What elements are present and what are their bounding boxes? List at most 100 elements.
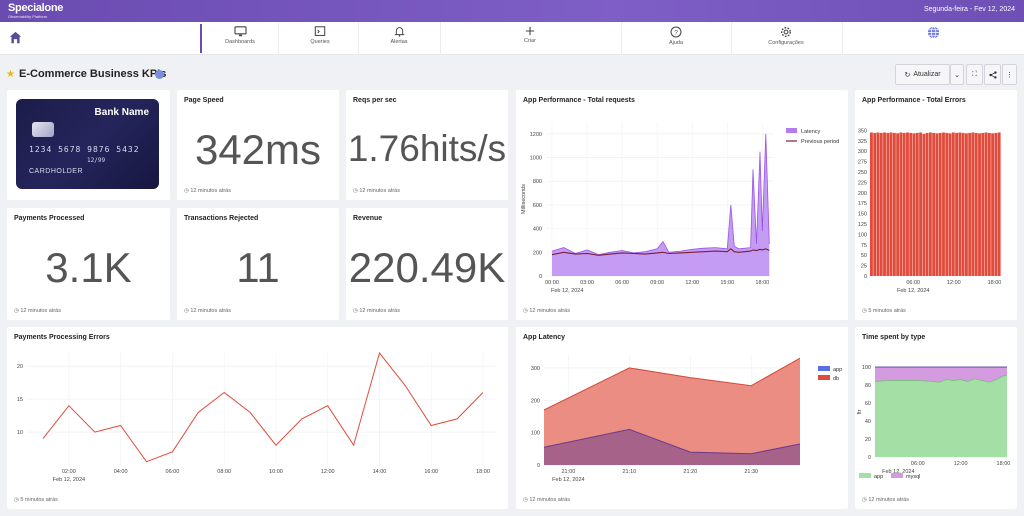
nav-divider: [440, 22, 441, 55]
clock-icon: ◷: [523, 497, 530, 503]
monitor-icon: [233, 26, 247, 37]
y-tick-label: 60: [865, 401, 871, 407]
dashboard-header: ★ E-Commerce Business KPIs ↻ Atualizar ⌄…: [0, 60, 1024, 90]
star-icon[interactable]: ★: [6, 69, 15, 80]
bar: [938, 132, 942, 276]
chart-panel-app-latency[interactable]: App Latency 0 100 200 300 21:00 21:10 21:20 21:…: [516, 327, 848, 509]
y-tick-label: 20: [865, 437, 871, 443]
chart-panel-app-errors[interactable]: App Performance - Total Errors 0 25 50 75 10…: [855, 90, 1017, 320]
x-tick-label: 21:00: [561, 469, 575, 475]
stat-panel-reqs[interactable]: Reqs per sec 1.76hits/s ◷ 12 minutos atr…: [346, 90, 508, 200]
stat-panel-rejected[interactable]: Transactions Rejected 11 ◷ 12 minutos at…: [177, 208, 339, 320]
legend-label-app: app: [833, 367, 842, 373]
info-badge-icon[interactable]: [155, 70, 164, 79]
share-button[interactable]: [984, 64, 1001, 85]
updated-time: ◷ 12 minutos atrás: [862, 497, 909, 503]
clock-icon: ◷: [184, 188, 191, 194]
y-tick-label: 50: [861, 253, 867, 259]
nav-criar[interactable]: Criar: [492, 26, 568, 44]
legend-swatch-app: [859, 473, 871, 478]
nav-dashboards-label: Dashboards: [225, 39, 255, 45]
panel-title: Payments Processing Errors: [14, 334, 110, 341]
bar: [876, 132, 880, 276]
nav-ajuda-label: Ajuda: [668, 40, 684, 46]
refresh-button[interactable]: ↻ Atualizar: [895, 64, 950, 85]
bar: [870, 132, 873, 276]
nav-queries[interactable]: Queries: [282, 26, 358, 45]
updated-time-text: 5 minutos atrás: [868, 308, 906, 314]
y-tick-label: 350: [858, 128, 867, 134]
bar: [964, 133, 968, 276]
x-axis-sublabel: Feb 12, 2024: [53, 477, 85, 483]
clock-icon: ◷: [862, 308, 869, 314]
x-tick-label: 18:00: [997, 461, 1011, 467]
bar: [879, 132, 883, 276]
updated-time: ◷ 12 minutos atrás: [353, 308, 400, 314]
chart-panel-payment-errors[interactable]: Payments Processing Errors 10 15 20 02:00 04…: [7, 327, 508, 509]
y-tick-label: 200: [531, 398, 540, 404]
time-spent-chart: 0 20 40 60 80 100 06:00 12:00 18:00 Feb 12, 2024 f…: [857, 365, 1011, 480]
updated-time: ◷ 12 minutos atrás: [523, 497, 570, 503]
nav-divider: [278, 22, 279, 55]
series-latency-area: [552, 133, 770, 276]
updated-time-text: 12 minutos atrás: [190, 308, 231, 314]
card-valid-thru: 12/99: [87, 157, 106, 164]
nav-ajuda[interactable]: ? Ajuda: [638, 26, 714, 46]
chart-panel-app-performance[interactable]: App Performance - Total requests 0 200 400…: [516, 90, 848, 320]
x-tick-label: 12:00: [954, 461, 968, 467]
y-tick-label: 200: [858, 191, 867, 197]
x-tick-label: 06:00: [906, 280, 920, 286]
y-tick-label: 0: [868, 455, 871, 461]
legend-swatch-mysql: [891, 473, 903, 478]
more-vertical-icon: ⋮: [1006, 71, 1013, 79]
current-date: Segunda-feira - Fev 12, 2024: [923, 6, 1015, 13]
series-latency-line: [551, 133, 770, 256]
x-tick-label: 03:00: [580, 280, 594, 286]
clock-icon: ◷: [14, 308, 21, 314]
y-tick-label: 1200: [530, 132, 542, 138]
nav-configuracoes[interactable]: Configurações: [748, 26, 824, 46]
nav-dashboards[interactable]: Dashboards: [202, 26, 278, 45]
x-tick-label: 12:00: [685, 280, 699, 286]
updated-time: ◷ 12 minutos atrás: [353, 188, 400, 194]
bar: [896, 133, 900, 276]
series-app-area: [875, 375, 1007, 457]
panel-title: Page Speed: [184, 97, 224, 104]
more-options-button[interactable]: ⋮: [1002, 64, 1017, 85]
bar: [958, 132, 962, 276]
stat-value: 220.49K: [348, 244, 506, 291]
updated-time: ◷ 5 minutos atrás: [14, 497, 58, 503]
credit-card-image: Bank Name 1234 5678 9876 5432 12/99 CARD…: [16, 99, 159, 189]
series-previous-line: [551, 248, 770, 256]
x-tick-label: 02:00: [62, 469, 76, 475]
y-tick-label: 400: [533, 227, 542, 233]
brand-logo[interactable]: Specialone: [8, 2, 64, 14]
home-icon[interactable]: [9, 31, 22, 44]
refresh-options-button[interactable]: ⌄: [950, 64, 964, 85]
nav-queries-label: Queries: [310, 39, 330, 45]
y-tick-label: 15: [17, 397, 23, 403]
y-tick-label: 10: [17, 430, 23, 436]
app-errors-chart: 0 25 50 75 100 125 150 175 200 225 250 275 300 325 350…: [858, 128, 1002, 294]
bar: [915, 132, 919, 276]
stat-panel-revenue[interactable]: Revenue 220.49K ◷ 12 minutos atrás: [346, 208, 508, 320]
updated-time-text: 12 minutos atrás: [868, 497, 909, 503]
y-tick-label: 75: [861, 243, 867, 249]
fullscreen-button[interactable]: ⛶: [966, 64, 983, 85]
nav-globe[interactable]: [895, 26, 971, 41]
updated-time-text: 12 minutos atrás: [359, 308, 400, 314]
bar: [912, 133, 916, 276]
y-axis-label: ftr: [857, 409, 863, 414]
legend-label-db: db: [833, 376, 839, 382]
y-tick-label: 0: [864, 274, 867, 280]
nav-alertas[interactable]: Alertas: [361, 26, 437, 45]
stat-panel-page-speed[interactable]: Page Speed 342ms ◷ 12 minutos atrás: [177, 90, 339, 200]
legend-label-latency: Latency: [801, 129, 821, 135]
series-mysql-area: [875, 367, 1007, 383]
stat-panel-payments[interactable]: Payments Processed 3.1K ◷ 12 minutos atr…: [7, 208, 170, 320]
bar: [919, 132, 922, 276]
x-tick-label: 21:20: [683, 469, 697, 475]
chart-panel-time-spent[interactable]: Time spent by type 0 20 40 60 80 100 06:00 12:0…: [855, 327, 1017, 509]
nav-divider: [731, 22, 732, 55]
legend-label-previous: Previous period: [801, 139, 839, 145]
